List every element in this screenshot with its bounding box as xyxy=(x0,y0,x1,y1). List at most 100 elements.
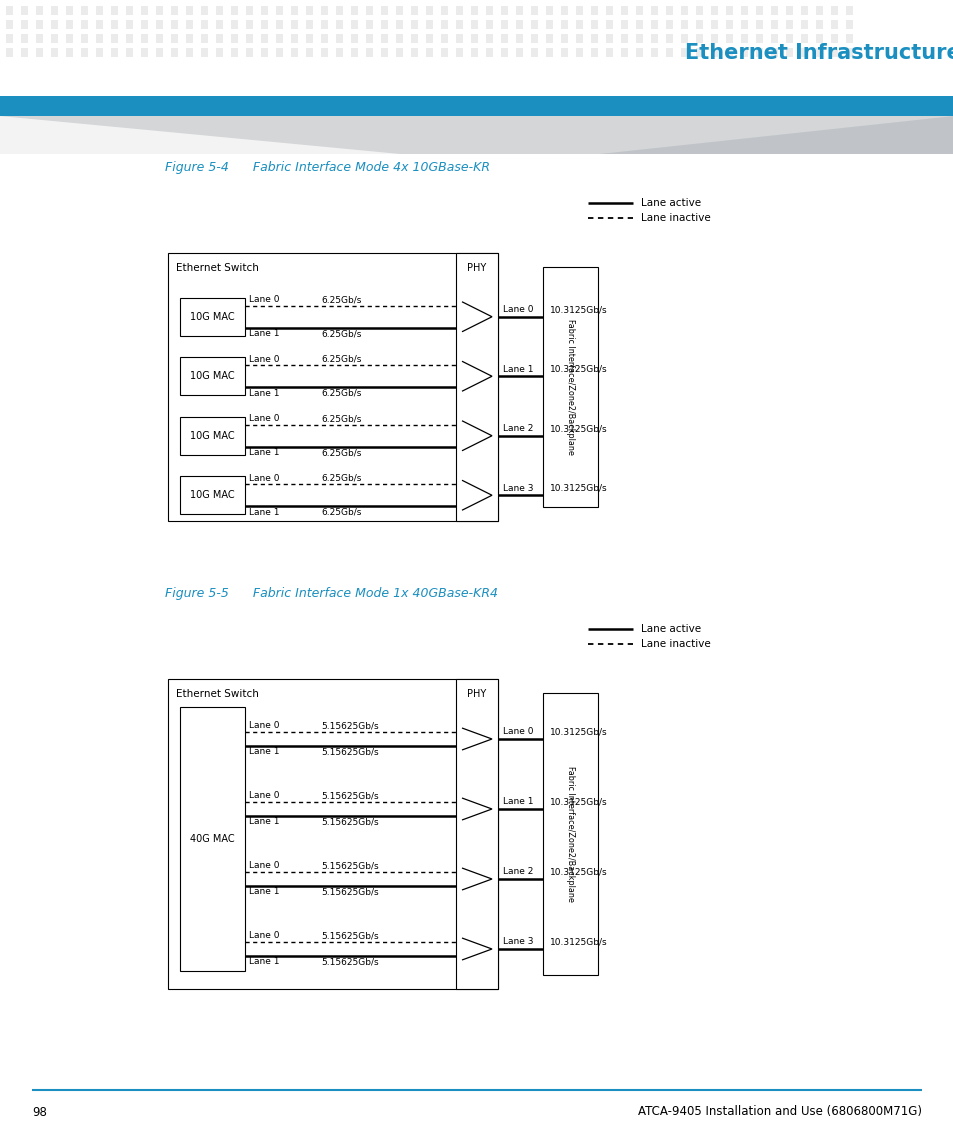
Bar xyxy=(231,48,237,57)
Bar xyxy=(6,6,13,15)
Bar xyxy=(426,48,433,57)
Bar xyxy=(801,34,807,44)
Bar xyxy=(351,34,357,44)
Bar xyxy=(845,34,852,44)
Bar xyxy=(740,48,747,57)
Bar xyxy=(516,34,522,44)
Bar xyxy=(215,34,223,44)
Bar xyxy=(231,19,237,29)
Bar xyxy=(66,6,73,15)
Bar xyxy=(366,19,373,29)
Bar xyxy=(186,48,193,57)
Text: Lane 1: Lane 1 xyxy=(249,957,279,966)
Bar xyxy=(710,48,718,57)
Bar xyxy=(51,48,58,57)
Bar xyxy=(111,19,118,29)
Bar xyxy=(320,34,328,44)
Bar xyxy=(560,6,567,15)
Bar xyxy=(770,6,778,15)
Bar xyxy=(411,19,417,29)
Bar xyxy=(542,693,598,976)
Bar xyxy=(620,6,627,15)
Bar xyxy=(815,19,822,29)
Bar xyxy=(560,48,567,57)
Bar xyxy=(636,19,642,29)
Text: Figure 5-4      Fabric Interface Mode 4x 10GBase-KR: Figure 5-4 Fabric Interface Mode 4x 10GB… xyxy=(165,161,490,174)
Bar xyxy=(516,19,522,29)
Bar xyxy=(320,48,328,57)
Bar xyxy=(471,19,477,29)
Bar xyxy=(485,34,493,44)
Bar xyxy=(21,34,28,44)
Bar xyxy=(96,34,103,44)
Bar xyxy=(605,6,613,15)
Text: 10G MAC: 10G MAC xyxy=(190,490,234,500)
Text: Lane 2: Lane 2 xyxy=(502,868,533,877)
Bar xyxy=(96,19,103,29)
Bar xyxy=(590,19,598,29)
Bar xyxy=(696,6,702,15)
Text: 10.3125Gb/s: 10.3125Gb/s xyxy=(550,868,607,877)
Bar xyxy=(81,6,88,15)
Bar xyxy=(66,34,73,44)
Bar xyxy=(380,48,388,57)
Bar xyxy=(500,48,507,57)
Bar xyxy=(770,48,778,57)
Bar xyxy=(710,6,718,15)
Bar xyxy=(696,19,702,29)
Bar xyxy=(366,48,373,57)
Bar xyxy=(306,34,313,44)
Bar xyxy=(636,6,642,15)
Bar xyxy=(111,6,118,15)
Text: Fabric Interface/Zone2/Backplane: Fabric Interface/Zone2/Backplane xyxy=(565,766,575,902)
Bar xyxy=(180,298,245,335)
Bar xyxy=(531,34,537,44)
Bar xyxy=(785,6,792,15)
Bar xyxy=(275,19,283,29)
Bar xyxy=(366,34,373,44)
Bar xyxy=(815,6,822,15)
Bar xyxy=(51,6,58,15)
Bar xyxy=(755,34,762,44)
Bar xyxy=(440,19,448,29)
Bar xyxy=(845,19,852,29)
Text: Lane inactive: Lane inactive xyxy=(640,639,710,649)
Bar xyxy=(275,48,283,57)
Bar xyxy=(261,6,268,15)
Bar xyxy=(605,34,613,44)
Bar xyxy=(485,6,493,15)
Bar xyxy=(21,6,28,15)
Bar xyxy=(171,19,178,29)
Text: Lane 3: Lane 3 xyxy=(502,938,533,947)
Bar xyxy=(126,34,132,44)
Bar xyxy=(201,48,208,57)
Bar xyxy=(830,19,837,29)
Bar xyxy=(81,48,88,57)
Text: 6.25Gb/s: 6.25Gb/s xyxy=(320,448,361,457)
Bar xyxy=(366,6,373,15)
Text: 5.15625Gb/s: 5.15625Gb/s xyxy=(320,957,378,966)
Bar xyxy=(36,6,43,15)
Bar xyxy=(81,34,88,44)
Bar xyxy=(456,48,462,57)
Bar xyxy=(395,48,402,57)
Bar xyxy=(395,34,402,44)
Text: 10G MAC: 10G MAC xyxy=(190,431,234,441)
Bar xyxy=(620,48,627,57)
Bar xyxy=(171,34,178,44)
Text: Lane 0: Lane 0 xyxy=(249,414,279,424)
Bar xyxy=(740,19,747,29)
Bar xyxy=(246,48,253,57)
Text: 10.3125Gb/s: 10.3125Gb/s xyxy=(550,425,607,433)
Bar xyxy=(531,19,537,29)
Text: Ethernet Switch: Ethernet Switch xyxy=(175,689,258,698)
Text: Lane 0: Lane 0 xyxy=(502,306,533,314)
Text: 98: 98 xyxy=(32,1106,47,1119)
Bar xyxy=(801,19,807,29)
Polygon shape xyxy=(0,116,953,153)
Bar xyxy=(770,34,778,44)
Bar xyxy=(725,34,732,44)
Bar xyxy=(576,34,582,44)
Text: 10G MAC: 10G MAC xyxy=(190,371,234,381)
Text: Lane 2: Lane 2 xyxy=(502,425,533,433)
